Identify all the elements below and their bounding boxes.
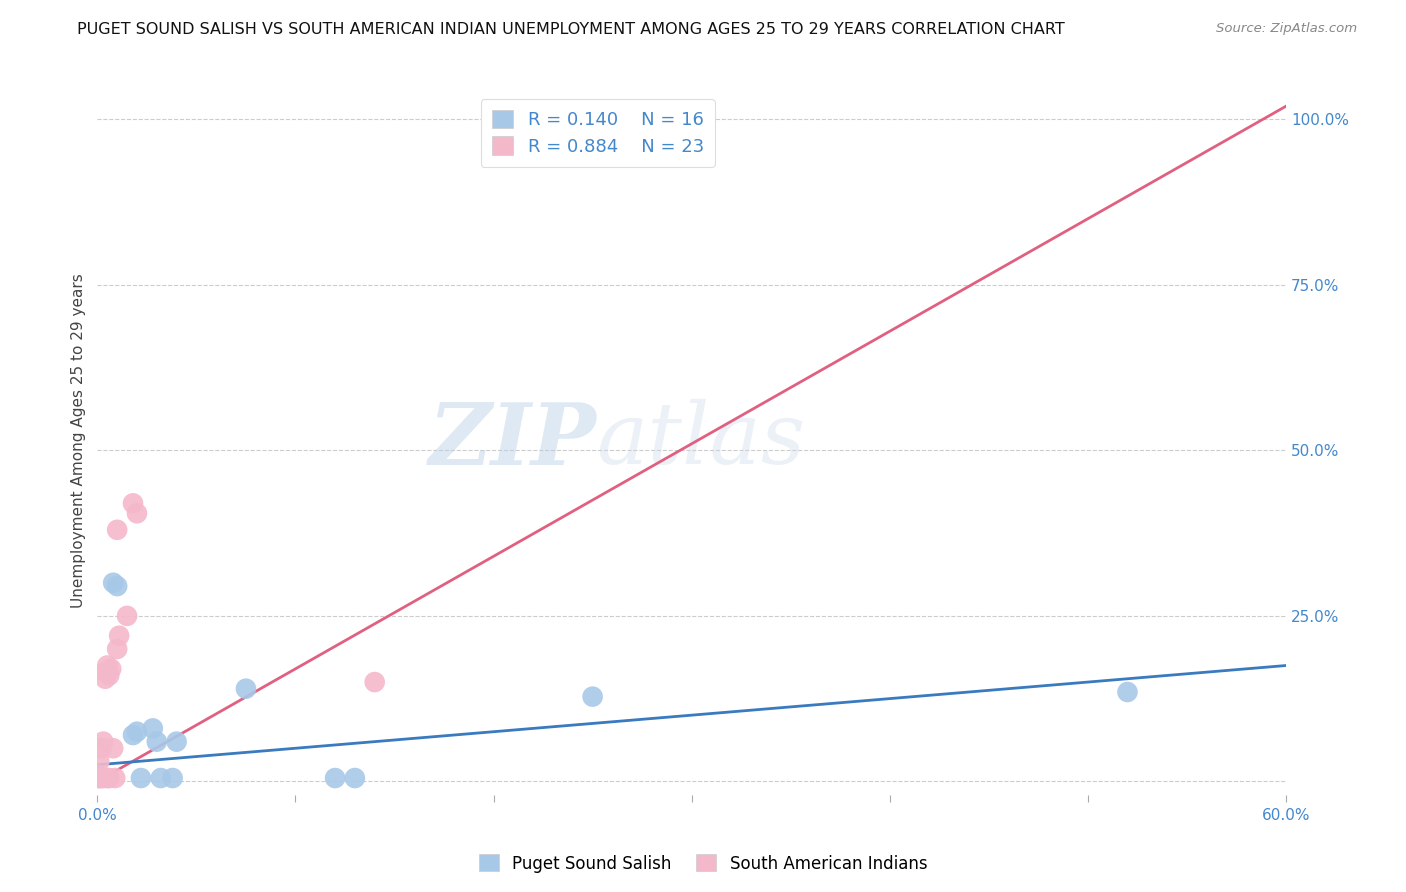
Point — [108, 629, 131, 643]
Point — [129, 771, 152, 785]
Point — [142, 722, 165, 736]
Point — [105, 642, 128, 657]
Point — [89, 755, 111, 769]
Point — [104, 771, 127, 785]
Point — [343, 771, 366, 785]
Text: PUGET SOUND SALISH VS SOUTH AMERICAN INDIAN UNEMPLOYMENT AMONG AGES 25 TO 29 YEA: PUGET SOUND SALISH VS SOUTH AMERICAN IND… — [77, 22, 1066, 37]
Point — [96, 658, 118, 673]
Point — [323, 771, 346, 785]
Point — [100, 662, 122, 676]
Point — [86, 771, 108, 785]
Point — [96, 771, 118, 785]
Point — [89, 771, 111, 785]
Point — [86, 768, 108, 782]
Point — [98, 668, 121, 682]
Point — [94, 665, 117, 680]
Point — [146, 734, 169, 748]
Point — [90, 741, 112, 756]
Point — [103, 741, 125, 756]
Point — [235, 681, 257, 696]
Point — [1116, 685, 1139, 699]
Text: ZIP: ZIP — [429, 399, 596, 483]
Point — [94, 672, 117, 686]
Legend: R = 0.140    N = 16, R = 0.884    N = 23: R = 0.140 N = 16, R = 0.884 N = 23 — [481, 99, 714, 167]
Point — [363, 675, 385, 690]
Point — [98, 771, 121, 785]
Point — [581, 690, 603, 704]
Point — [115, 608, 138, 623]
Point — [103, 575, 125, 590]
Point — [91, 734, 114, 748]
Point — [91, 771, 114, 785]
Point — [125, 506, 148, 520]
Point — [125, 724, 148, 739]
Point — [105, 523, 128, 537]
Text: atlas: atlas — [596, 399, 806, 482]
Text: Source: ZipAtlas.com: Source: ZipAtlas.com — [1216, 22, 1357, 36]
Point — [105, 579, 128, 593]
Point — [162, 771, 184, 785]
Point — [166, 734, 188, 748]
Y-axis label: Unemployment Among Ages 25 to 29 years: Unemployment Among Ages 25 to 29 years — [72, 273, 86, 607]
Point — [122, 728, 145, 742]
Point — [149, 771, 172, 785]
Point — [90, 771, 112, 785]
Point — [122, 496, 145, 510]
Legend: Puget Sound Salish, South American Indians: Puget Sound Salish, South American India… — [472, 847, 934, 880]
